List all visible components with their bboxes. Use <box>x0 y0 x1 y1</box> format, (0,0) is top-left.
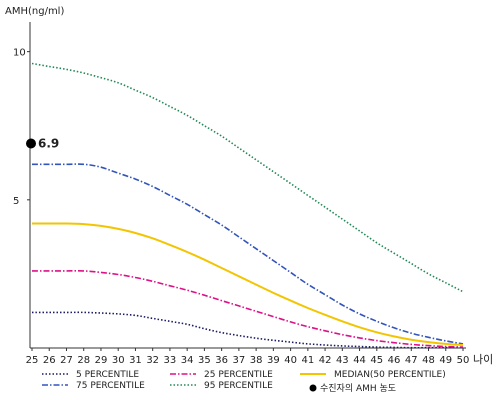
patient-amh-label: 6.9 <box>38 137 59 151</box>
legend-label-median-50-percentile: MEDIAN(50 PERCENTILE) <box>334 370 446 380</box>
patient-amh-point <box>26 138 36 149</box>
x-tick-label: 36 <box>215 355 228 366</box>
x-axis-title: 나이 <box>473 353 493 366</box>
series-line-95-percentile <box>31 62 464 293</box>
x-tick-label: 25 <box>26 355 39 366</box>
x-tick-label: 29 <box>95 355 108 366</box>
x-tick-label: 39 <box>267 355 280 366</box>
x-tick-label: 42 <box>319 355 332 366</box>
series-line-5-percentile <box>32 311 464 349</box>
x-tick-label: 46 <box>388 355 401 366</box>
x-ticks: 25 26 27 28 29 30 31 32 33 34 35 36 37 38 39 40 41 42 43 44… <box>26 348 470 366</box>
x-tick-label: 50 <box>457 355 470 366</box>
x-tick-label: 45 <box>370 355 383 366</box>
x-tick-label: 37 <box>233 355 246 366</box>
x-tick-label: 31 <box>129 355 142 366</box>
x-tick-label: 30 <box>112 355 125 366</box>
x-tick-label: 41 <box>301 355 314 366</box>
x-tick-label: 44 <box>353 355 366 366</box>
x-tick-label: 28 <box>77 355 90 366</box>
patient-marker: 6.9 <box>26 137 59 151</box>
legend-label-75-percentile: 75 PERCENTILE <box>76 381 145 391</box>
x-tick-label: 49 <box>439 355 452 366</box>
x-tick-label: 35 <box>198 355 211 366</box>
legend-label-5-percentile: 5 PERCENTILE <box>76 370 139 380</box>
x-tick-label: 32 <box>146 355 159 366</box>
legend-label-25-percentile: 25 PERCENTILE <box>204 370 273 380</box>
x-tick-label: 47 <box>405 355 418 366</box>
legend-label-95-percentile: 95 PERCENTILE <box>204 381 273 391</box>
x-tick-label: 43 <box>336 355 349 366</box>
legend: 5 PERCENTILE 25 PERCENTILE MEDIAN(50 PERCE… <box>42 370 446 394</box>
y-ticks: 5 10 <box>13 48 30 207</box>
x-tick-label: 38 <box>250 355 263 366</box>
y-tick-label: 10 <box>13 48 26 59</box>
x-tick-label: 27 <box>60 355 73 366</box>
legend-swatch-patient-amh <box>309 384 317 392</box>
legend-label-patient-amh: 수진자의 AMH 농도 <box>320 383 396 394</box>
x-tick-label: 40 <box>284 355 297 366</box>
y-axis-title: AMH(ng/ml) <box>5 6 64 17</box>
x-tick-label: 26 <box>43 355 56 366</box>
series-line-25-percentile <box>32 270 464 348</box>
series-line-median-50-percentile <box>32 222 464 346</box>
y-tick-label: 5 <box>13 196 19 207</box>
x-tick-label: 48 <box>422 355 435 366</box>
series-line-75-percentile <box>32 163 464 345</box>
x-tick-label: 33 <box>164 355 177 366</box>
x-tick-label: 34 <box>181 355 194 366</box>
series-lines <box>31 62 464 349</box>
